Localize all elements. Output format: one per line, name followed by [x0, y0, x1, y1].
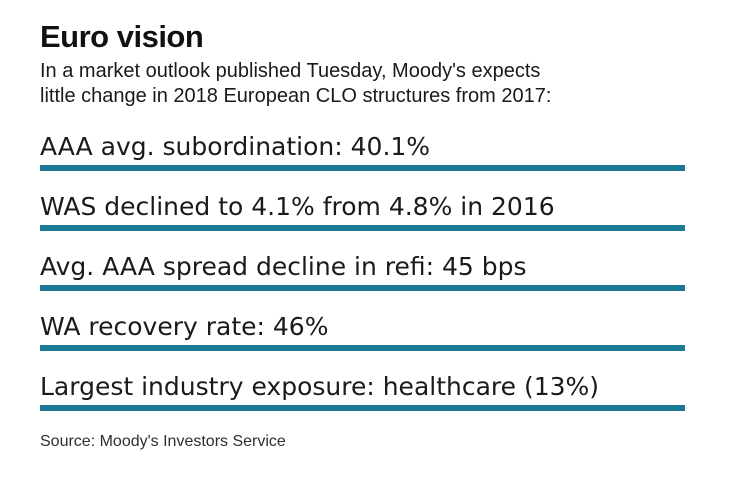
- fact-row: Avg. AAA spread decline in refi: 45 bps: [40, 252, 685, 291]
- fact-underline-bar: [40, 285, 685, 291]
- subtitle-line-1: In a market outlook published Tuesday, M…: [40, 60, 541, 82]
- fact-underline-bar: [40, 405, 685, 411]
- fact-row: AAA avg. subordination: 40.1%: [40, 132, 685, 171]
- fact-row: Largest industry exposure: healthcare (1…: [40, 372, 685, 411]
- subtitle-line-2: little change in 2018 European CLO struc…: [40, 85, 552, 107]
- fact-label: WA recovery rate: 46%: [40, 312, 329, 341]
- fact-underline-bar: [40, 165, 685, 171]
- subtitle: In a market outlook published Tuesday, M…: [40, 59, 685, 109]
- fact-label: Avg. AAA spread decline in refi: 45 bps: [40, 252, 527, 281]
- fact-underline-bar: [40, 345, 685, 351]
- fact-label: WAS declined to 4.1% from 4.8% in 2016: [40, 192, 555, 221]
- fact-row: WA recovery rate: 46%: [40, 312, 685, 351]
- fact-label: Largest industry exposure: healthcare (1…: [40, 372, 600, 401]
- fact-row: WAS declined to 4.1% from 4.8% in 2016: [40, 192, 685, 231]
- fact-label: AAA avg. subordination: 40.1%: [40, 132, 431, 161]
- page-title: Euro vision: [40, 19, 204, 54]
- facts-list: AAA avg. subordination: 40.1% WAS declin…: [40, 132, 685, 411]
- fact-underline-bar: [40, 225, 685, 231]
- source-note: Source: Moody's Investors Service: [40, 433, 286, 450]
